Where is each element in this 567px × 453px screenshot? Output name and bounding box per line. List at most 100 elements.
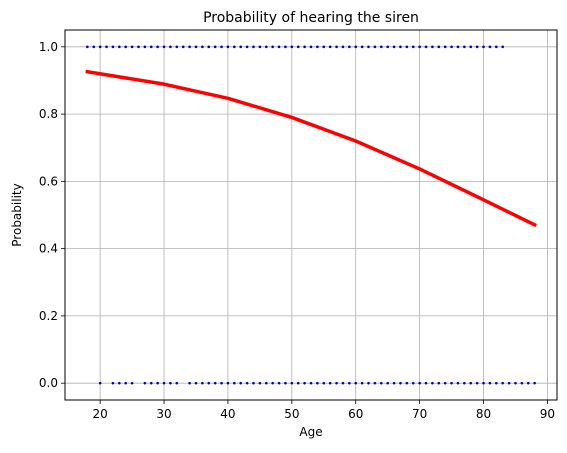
scatter-point: [181, 45, 185, 49]
fitted-curve: [85, 69, 537, 228]
scatter-point: [188, 381, 191, 385]
scatter-point: [271, 45, 274, 49]
scatter-point: [271, 381, 274, 385]
scatter-point: [354, 45, 358, 49]
y-axis-label: Probability: [10, 183, 24, 246]
scatter-point: [386, 381, 389, 385]
scatter-point: [431, 45, 434, 49]
scatter-point: [379, 381, 383, 385]
scatter-point: [309, 45, 313, 49]
scatter-point: [328, 381, 332, 385]
scatter-point: [405, 45, 409, 49]
scatter-point: [118, 381, 121, 385]
scatter-point: [507, 381, 511, 385]
scatter-point: [98, 381, 102, 385]
scatter-point: [348, 381, 351, 385]
scatter-point: [450, 45, 453, 49]
scatter-point: [143, 381, 147, 385]
scatter-point: [169, 45, 172, 49]
scatter-point: [424, 381, 428, 385]
scatter-point: [399, 45, 402, 49]
scatter-point: [494, 45, 498, 49]
scatter-point: [392, 381, 396, 385]
scatter-point: [437, 381, 441, 385]
scatter-point: [360, 45, 364, 49]
scatter-point: [411, 381, 415, 385]
scatter-point: [98, 45, 102, 49]
scatter-point: [322, 381, 326, 385]
x-tick-label: 40: [220, 407, 235, 421]
scatter-point: [162, 45, 166, 49]
scatter-point: [348, 45, 351, 49]
scatter-point: [264, 381, 268, 385]
scatter-point: [175, 45, 179, 49]
scatter-point: [290, 45, 294, 49]
scatter-point: [124, 381, 128, 385]
scatter-point: [284, 381, 287, 385]
y-tick-label: 0.6: [39, 174, 58, 188]
y-tick-label: 1.0: [39, 40, 58, 54]
scatter-point: [220, 45, 223, 49]
scatter-point: [264, 45, 268, 49]
scatter-point: [437, 45, 441, 49]
scatter-point: [124, 45, 128, 49]
x-axis-label: Age: [299, 425, 322, 439]
scatter-point: [456, 45, 460, 49]
scatter-point: [379, 45, 383, 49]
y-tick-label: 0.0: [39, 376, 58, 390]
scatter-point: [277, 381, 281, 385]
scatter-point: [258, 45, 262, 49]
x-tick-label: 70: [412, 407, 427, 421]
scatter-point: [111, 381, 115, 385]
scatter-point: [201, 45, 204, 49]
scatter-point: [501, 45, 504, 49]
scatter-point: [213, 45, 217, 49]
scatter-point: [405, 381, 409, 385]
scatter-point: [105, 45, 108, 49]
scatter-point: [463, 381, 466, 385]
scatter-point: [360, 381, 364, 385]
scatter-point: [424, 45, 428, 49]
scatter-point: [482, 45, 485, 49]
scatter-point: [284, 45, 287, 49]
scatter-point: [418, 45, 421, 49]
scatter-point: [322, 45, 326, 49]
x-tick-label: 30: [156, 407, 171, 421]
scatter-point: [169, 381, 172, 385]
scatter-point: [309, 381, 313, 385]
scatter-point: [201, 381, 204, 385]
y-tick-label: 0.8: [39, 107, 58, 121]
scatter-point: [488, 381, 492, 385]
scatter-point: [328, 45, 332, 49]
scatter-point: [118, 45, 121, 49]
scatter-point: [156, 45, 159, 49]
scatter-point: [418, 381, 421, 385]
plot-data: [85, 45, 537, 385]
scatter-point: [456, 381, 460, 385]
scatter-point: [373, 45, 377, 49]
scatter-point: [188, 45, 191, 49]
scatter-point: [488, 45, 492, 49]
scatter-point: [316, 45, 319, 49]
scatter-point: [207, 45, 211, 49]
grid: [65, 30, 557, 400]
scatter-point: [213, 381, 217, 385]
scatter-point: [373, 381, 377, 385]
scatter-point: [469, 45, 473, 49]
scatter-point: [296, 381, 300, 385]
scatter-point: [341, 45, 345, 49]
scatter-point: [443, 381, 447, 385]
scatter-point: [367, 45, 370, 49]
scatter-point: [533, 381, 536, 385]
scatter-point: [245, 381, 249, 385]
x-tick-label: 80: [476, 407, 491, 421]
axis-ticks: 20 30 40 50 60 70 80 90 0.0 0.2 0.4 0.6 0.8 1.0: [39, 40, 555, 421]
scatter-point: [463, 45, 466, 49]
scatter-point: [277, 45, 281, 49]
scatter-point: [290, 381, 294, 385]
scatter-point: [431, 381, 434, 385]
scatter-point: [354, 381, 358, 385]
scatter-point: [335, 381, 338, 385]
scatter-point: [443, 45, 447, 49]
scatter-point: [156, 381, 159, 385]
